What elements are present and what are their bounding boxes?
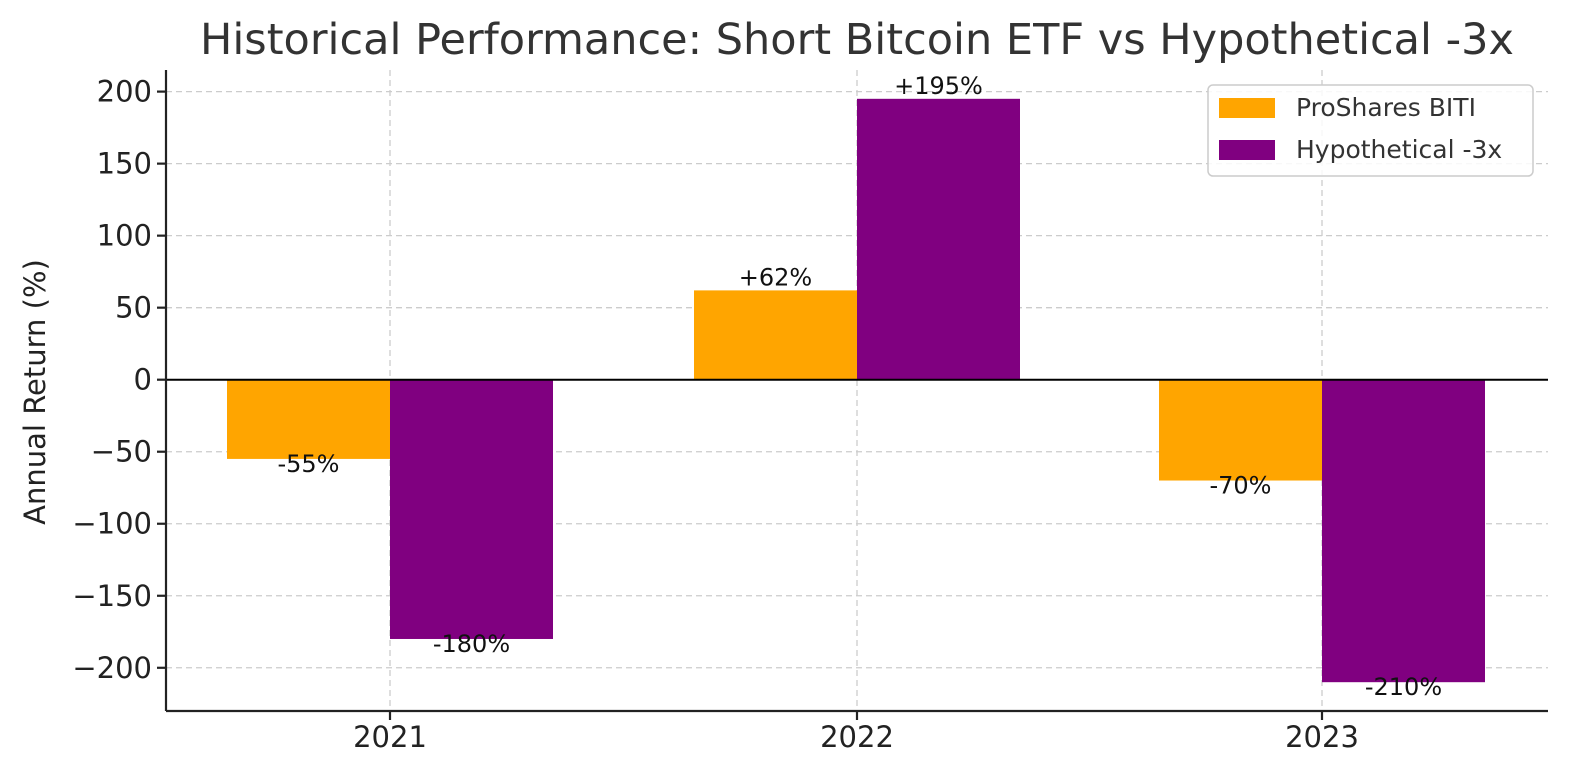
bar-hypothetical-3x-2022 [857,98,1020,380]
legend-box [1207,84,1534,177]
bars [227,98,1485,683]
x-tick-label: 2022 [820,720,894,754]
data-label: -180% [433,630,510,658]
legend-swatch [1219,140,1275,160]
bar-proshares-biti-2023 [1159,379,1322,481]
y-tick-label: 150 [97,147,152,181]
data-label: +62% [739,263,812,291]
legend-label: ProShares BITI [1296,93,1476,122]
chart-title: Historical Performance: Short Bitcoin ET… [200,15,1514,65]
y-tick-label: 100 [97,219,152,253]
y-axis-label: Annual Return (%) [18,259,52,525]
data-label: -210% [1365,673,1442,701]
data-label: +195% [894,72,983,100]
x-tick-label: 2021 [353,720,427,754]
data-label: -55% [277,450,339,478]
y-tick-label: −150 [72,579,152,613]
y-tick-label: 200 [97,75,152,109]
data-label: -70% [1209,472,1271,500]
y-tick-label: −200 [72,651,152,685]
bar-hypothetical-3x-2023 [1322,379,1485,683]
data-labels: -55% +62% -70% -180% +195% -210% [277,72,1442,701]
y-tick-label: 50 [115,291,152,325]
axes: 200 150 100 50 0 −50 −100 −150 −200 2021 2022 2023 [72,70,1548,754]
x-tick-label: 2023 [1285,720,1359,754]
bar-hypothetical-3x-2021 [390,379,553,639]
legend-label: Hypothetical -3x [1296,135,1502,164]
y-tick-label: −100 [72,507,152,541]
bar-proshares-biti-2021 [227,379,390,459]
y-tick-label: −50 [91,435,152,469]
legend: ProShares BITI Hypothetical -3x [1207,84,1534,177]
legend-swatch [1219,98,1275,118]
bar-proshares-biti-2022 [694,290,857,380]
y-tick-label: 0 [134,363,152,397]
